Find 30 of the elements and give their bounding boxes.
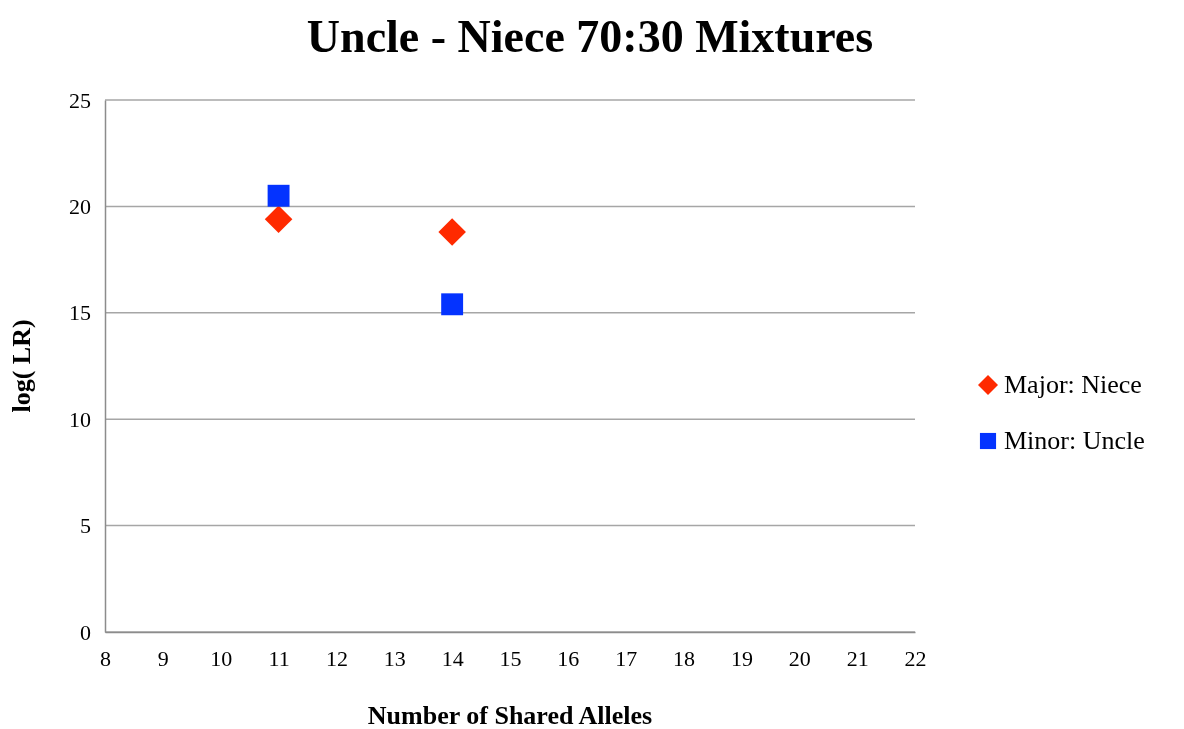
x-tick-label: 12 — [325, 645, 348, 671]
y-tick-label: 0 — [80, 619, 91, 645]
point — [267, 184, 290, 207]
legend-label: Major: Niece — [1004, 370, 1142, 399]
x-tick-label: 21 — [846, 645, 869, 671]
x-tick-label: 17 — [615, 645, 638, 671]
x-tick-label: 11 — [268, 645, 290, 671]
chart-title: Uncle - Niece 70:30 Mixtures — [306, 11, 874, 62]
x-tick-label: 22 — [904, 645, 927, 671]
y-axis-title: log( LR) — [7, 319, 36, 413]
x-tick-label: 15 — [499, 645, 522, 671]
point — [438, 218, 466, 246]
y-tick-label: 25 — [69, 87, 91, 113]
y-tick-label: 10 — [69, 406, 91, 432]
y-tick-label: 20 — [69, 193, 91, 219]
legend-label: Minor: Uncle — [1004, 426, 1145, 455]
x-tick-label: 14 — [441, 645, 464, 671]
x-tick-label: 10 — [210, 645, 233, 671]
y-tick-label: 15 — [69, 300, 91, 326]
x-tick-label: 18 — [673, 645, 696, 671]
x-tick-label: 9 — [157, 645, 169, 671]
point — [441, 293, 464, 316]
y-tick-label: 5 — [80, 513, 91, 539]
point — [264, 205, 293, 233]
x-tick-label: 13 — [383, 645, 406, 671]
x-axis-title: Number of Shared Alleles — [367, 701, 653, 729]
x-tick-label: 16 — [557, 645, 580, 671]
x-tick-label: 8 — [100, 645, 111, 671]
x-tick-label: 19 — [730, 645, 753, 671]
x-tick-label: 20 — [788, 645, 811, 671]
